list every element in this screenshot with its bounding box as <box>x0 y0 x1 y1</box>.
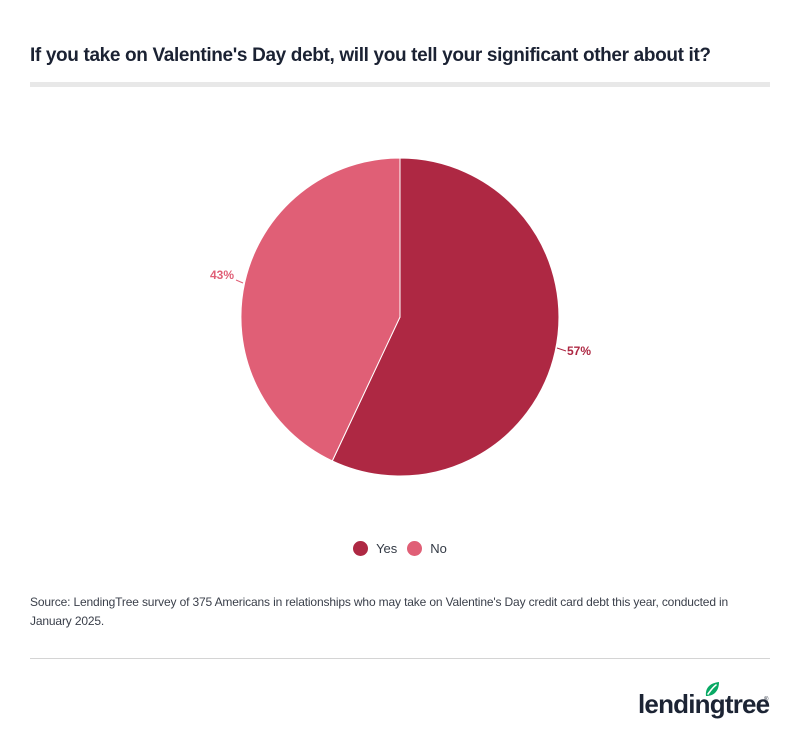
pie-slices <box>240 157 560 477</box>
data-label-no: 43% <box>210 268 234 282</box>
pie-chart: 43% 57% <box>210 157 591 477</box>
legend-label-yes: Yes <box>376 541 398 556</box>
leaf-icon <box>705 682 719 696</box>
title-divider <box>30 82 770 87</box>
data-label-yes: 57% <box>567 344 591 358</box>
leader-line-no <box>235 279 244 284</box>
logo-wordmark: lendingtree <box>638 689 770 719</box>
chart-legend: Yes No <box>0 541 800 556</box>
leader-line-yes <box>556 347 567 352</box>
registered-mark: ® <box>764 697 769 703</box>
legend-item-no[interactable]: No <box>407 541 447 556</box>
chart-title: If you take on Valentine's Day debt, wil… <box>30 45 711 66</box>
footer-divider <box>30 658 770 659</box>
legend-swatch-yes <box>353 541 369 556</box>
legend-item-yes[interactable]: Yes <box>353 541 397 556</box>
legend-swatch-no <box>407 541 423 556</box>
lendingtree-logo: lendingtree ® <box>638 681 770 721</box>
pie-slice-no[interactable] <box>240 157 401 462</box>
pie-slice-yes[interactable] <box>331 157 560 477</box>
source-note: Source: LendingTree survey of 375 Americ… <box>30 595 729 628</box>
legend-label-no: No <box>430 541 447 556</box>
